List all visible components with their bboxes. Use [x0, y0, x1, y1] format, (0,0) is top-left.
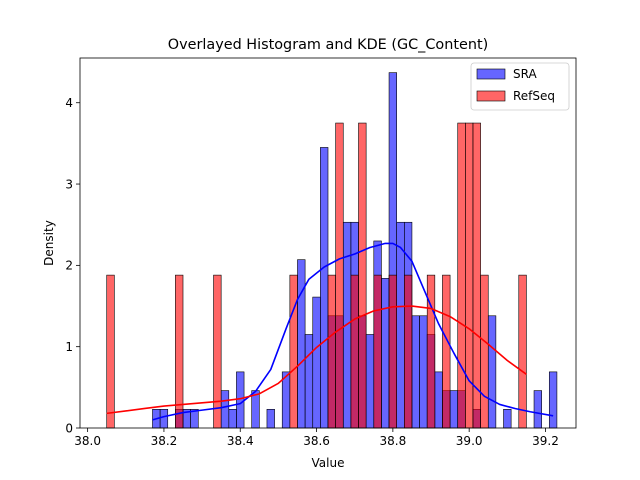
sra-bar-29: [434, 371, 443, 429]
refseq-bar-12: [442, 274, 451, 429]
refseq-bar-8: [373, 274, 382, 429]
sra-bar-37: [548, 371, 558, 429]
y-tick-label-1: 1: [65, 340, 73, 354]
sra-bar-11: [297, 259, 306, 429]
sra-bar-10: [281, 371, 291, 429]
refseq-bar-3: [289, 274, 298, 429]
refseq-bar-10: [404, 274, 413, 429]
refseq-bar-13: [457, 122, 466, 429]
x-tick-label-5: 39.0: [456, 434, 483, 448]
x-tick-label-0: 38.0: [74, 434, 101, 448]
sra-bar-5: [220, 390, 230, 429]
sra-bar-9: [266, 408, 275, 429]
sra-bar-22: [381, 278, 390, 429]
refseq-bar-14: [465, 122, 474, 429]
sra-bar-26: [411, 315, 420, 429]
y-tick-label-0: 0: [65, 421, 73, 435]
y-tick-label-2: 2: [65, 259, 73, 273]
kde-layer: [106, 242, 554, 421]
sra-bar-6: [228, 408, 237, 429]
sra-bar-36: [533, 390, 542, 429]
legend: SRA RefSeq: [470, 62, 570, 111]
refseq-bar-6: [350, 274, 359, 429]
sra-kde-line: [152, 242, 554, 421]
sra-bar-34: [487, 315, 497, 429]
legend-label-refseq: RefSeq: [513, 89, 555, 103]
x-axis-ticks: 38.0 38.2 38.4 38.6 38.8 39.0 39.2: [74, 428, 559, 448]
x-tick-label-1: 38.2: [151, 434, 178, 448]
sra-bar-1: [159, 408, 169, 429]
refseq-bar-15: [472, 122, 481, 429]
y-tick-label-3: 3: [65, 177, 73, 191]
refseq-bar-5: [335, 122, 344, 429]
chart-title: Overlayed Histogram and KDE (GC_Content): [168, 37, 488, 53]
sra-bar-13: [312, 296, 321, 429]
refseq-bar-2: [213, 274, 222, 429]
y-axis-ticks: 0 1 2 3 4: [65, 96, 80, 435]
sra-bar-31: [449, 390, 459, 429]
sra-bar-35: [503, 408, 512, 429]
sra-bar-20: [365, 334, 375, 429]
sra-bar-24: [396, 221, 405, 429]
x-tick-label-4: 38.8: [380, 434, 407, 448]
legend-label-sra: SRA: [513, 67, 537, 81]
sra-bar-27: [419, 315, 428, 429]
sra-bar-12: [304, 334, 314, 429]
x-tick-label-3: 38.6: [303, 434, 330, 448]
bars-layer: [106, 72, 558, 429]
refseq-bar-16: [480, 274, 489, 429]
y-tick-label-4: 4: [65, 96, 73, 110]
legend-swatch-refseq: [476, 90, 506, 102]
sra-bar-14: [320, 147, 329, 429]
x-axis-label: Value: [312, 456, 345, 470]
y-axis-label: Density: [42, 220, 56, 266]
refseq-bar-0: [106, 274, 115, 429]
x-tick-label-2: 38.4: [227, 434, 254, 448]
legend-swatch-sra: [476, 68, 506, 80]
refseq-bar-17: [518, 274, 527, 429]
refseq-bar-7: [358, 122, 367, 429]
refseq-kde-line: [106, 305, 527, 415]
refseq-bar-9: [388, 274, 397, 429]
sra-bar-7: [236, 371, 245, 429]
plot-frame: [79, 57, 577, 429]
refseq-bar-4: [327, 274, 336, 429]
x-tick-label-6: 39.2: [532, 434, 559, 448]
